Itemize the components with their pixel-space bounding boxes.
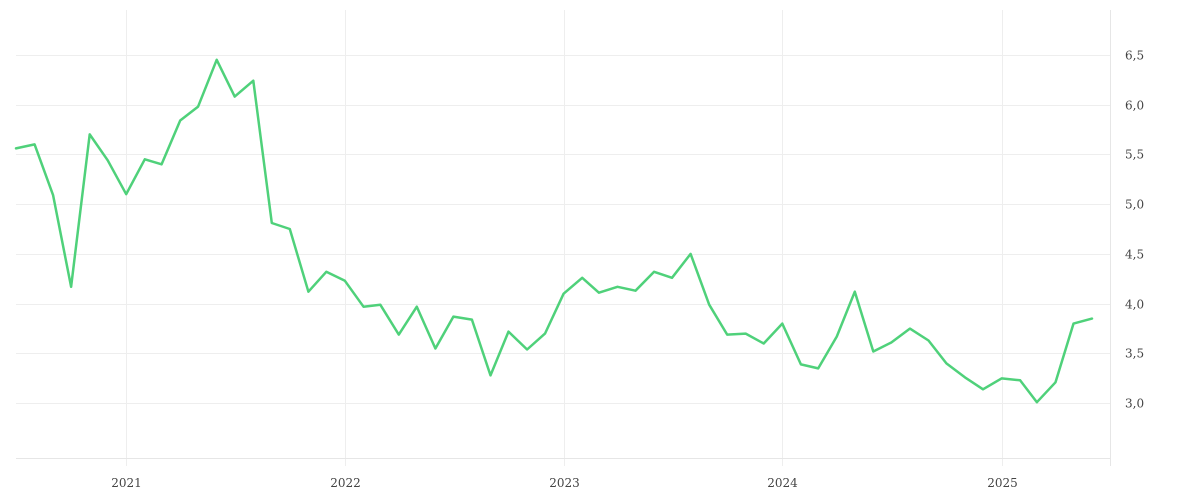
data-point <box>835 335 839 339</box>
data-point <box>1035 400 1039 404</box>
data-point <box>69 285 73 289</box>
y-tick-label: 4,5 <box>1125 248 1144 262</box>
y-tick-label: 4,0 <box>1125 298 1144 312</box>
y-tick-label: 6,5 <box>1125 49 1144 63</box>
data-point <box>1090 317 1094 321</box>
x-tick-label: 2022 <box>330 476 361 490</box>
data-point <box>652 270 656 274</box>
data-point <box>1054 380 1058 384</box>
data-point <box>378 303 382 307</box>
data-point <box>725 333 729 337</box>
y-tick-label: 6,0 <box>1125 99 1144 113</box>
data-point <box>215 58 219 62</box>
data-point <box>889 341 893 345</box>
data-point <box>251 79 255 83</box>
x-tick-label: 2024 <box>767 476 798 490</box>
data-point <box>288 227 292 231</box>
data-point <box>1000 376 1004 380</box>
data-point <box>799 362 803 366</box>
data-point <box>33 142 37 146</box>
axis-layer <box>16 10 1111 466</box>
data-point <box>1018 378 1022 382</box>
data-point <box>762 342 766 346</box>
data-point <box>853 290 857 294</box>
data-point <box>306 290 310 294</box>
data-point <box>507 330 511 334</box>
data-point <box>562 292 566 296</box>
data-point <box>963 375 967 379</box>
data-point <box>908 327 912 331</box>
x-tick-label: 2025 <box>987 476 1018 490</box>
x-tick-label: 2021 <box>111 476 142 490</box>
data-point <box>143 157 147 161</box>
data-point <box>689 252 693 256</box>
data-point <box>816 366 820 370</box>
data-point <box>927 339 931 343</box>
data-point <box>580 276 584 280</box>
data-point <box>343 279 347 283</box>
data-point <box>489 373 493 377</box>
data-point <box>233 95 237 99</box>
series-line <box>14 58 1094 404</box>
data-point <box>597 291 601 295</box>
data-point <box>616 285 620 289</box>
series-layer <box>14 58 1094 404</box>
data-point <box>634 289 638 293</box>
y-tick-label: 5,5 <box>1125 148 1144 162</box>
data-point <box>106 158 110 162</box>
y-tick-label: 3,5 <box>1125 347 1144 361</box>
data-point <box>525 348 529 352</box>
data-point <box>51 193 55 197</box>
data-point <box>124 192 128 196</box>
data-point <box>88 132 92 136</box>
data-point <box>543 332 547 336</box>
data-point <box>362 305 366 309</box>
data-point <box>451 315 455 319</box>
tick-labels: 3,0 3,5 4,0 4,5 5,0 5,5 6,0 6,5 2021 2022 2023 2024… <box>111 49 1144 491</box>
data-point <box>415 305 419 309</box>
data-point <box>433 347 437 351</box>
data-point <box>780 322 784 326</box>
data-point <box>14 146 18 150</box>
data-point <box>324 270 328 274</box>
data-point <box>871 350 875 354</box>
data-point <box>470 318 474 322</box>
data-point <box>944 361 948 365</box>
data-point <box>981 387 985 391</box>
grid-layer <box>16 10 1110 466</box>
y-tick-label: 5,0 <box>1125 198 1144 212</box>
y-tick-label: 3,0 <box>1125 397 1144 411</box>
data-point <box>160 162 164 166</box>
data-point <box>707 303 711 307</box>
x-tick-label: 2023 <box>549 476 580 490</box>
data-point <box>178 119 182 123</box>
data-point <box>397 333 401 337</box>
data-point <box>1072 322 1076 326</box>
data-point <box>196 105 200 109</box>
data-point <box>744 332 748 336</box>
data-point <box>270 221 274 225</box>
data-point <box>670 276 674 280</box>
